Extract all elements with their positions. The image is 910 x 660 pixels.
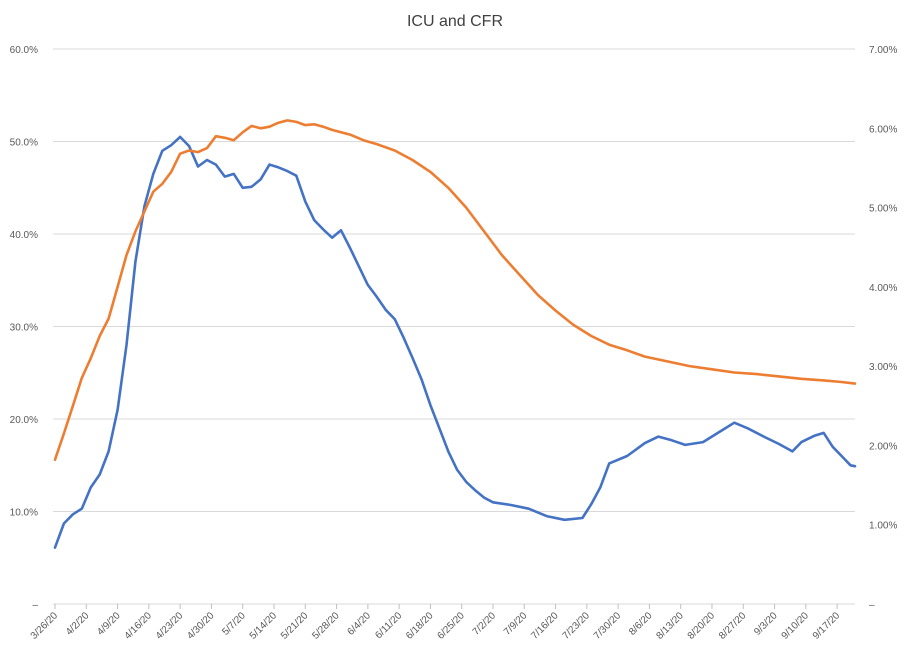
y-left-tick-label: – [32, 600, 38, 611]
y-left-tick-label: 50.0% [10, 138, 38, 149]
y-right-tick-label: 4.00% [869, 283, 897, 294]
chart-title: ICU and CFR [407, 13, 503, 30]
y-right-tick-label: 3.00% [869, 362, 897, 373]
y-left-tick-label: 60.0% [10, 45, 38, 56]
series-line-blue [53, 135, 857, 549]
y-right-tick-label: 1.00% [869, 521, 897, 532]
y-left-tick-label: 40.0% [10, 230, 38, 241]
series-lines [53, 119, 857, 549]
y-left-tick-label: 10.0% [10, 508, 38, 519]
series-line-orange [53, 119, 857, 461]
y-left-tick-label: 30.0% [10, 323, 38, 334]
y-right-tick-label: 5.00% [869, 204, 897, 215]
y-right-tick-label: 2.00% [869, 441, 897, 452]
y-right-tick-label: – [869, 600, 875, 611]
y-right-tick-label: 6.00% [869, 124, 897, 135]
y-left-tick-label: 20.0% [10, 415, 38, 426]
gridlines [53, 48, 855, 605]
y-right-tick-label: 7.00% [869, 45, 897, 56]
